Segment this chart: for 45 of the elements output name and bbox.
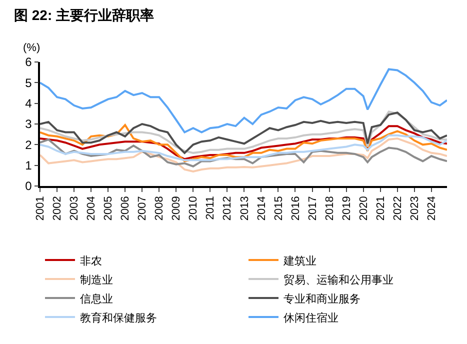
y-tick-label: 1	[25, 158, 32, 173]
legend-label: 休闲住宿业	[284, 311, 338, 324]
x-tick-label: 2010	[188, 196, 200, 221]
x-tick-label: 2017	[306, 196, 319, 221]
line-series	[40, 137, 447, 173]
x-tick-label: 2002	[52, 196, 64, 221]
x-tick-label: 2021	[374, 196, 387, 221]
x-tick-label: 2004	[86, 196, 98, 221]
x-tick-label: 2016	[290, 196, 302, 221]
y-tick-label: 2	[25, 138, 32, 152]
x-tick-label: 2001	[34, 196, 47, 221]
y-tick-label: 4	[25, 96, 32, 111]
x-tick-label: 2024	[426, 196, 438, 221]
x-tick-label: 2006	[120, 196, 132, 221]
x-tick-label: 2009	[170, 196, 183, 221]
x-tick-label: 2008	[154, 196, 166, 221]
legend-label: 非农	[80, 254, 102, 268]
line-series	[40, 134, 447, 162]
x-tick-label: 2020	[358, 196, 370, 221]
y-tick-label: 5	[25, 76, 32, 90]
chart-title: 图 22: 主要行业辞职率	[14, 7, 154, 24]
y-tick-label: 6	[25, 55, 32, 70]
x-tick-label: 2014	[256, 196, 268, 221]
line-series	[40, 68, 447, 134]
x-tick-label: 2012	[222, 196, 234, 221]
x-tick-label: 2003	[68, 196, 81, 221]
legend-label: 制造业	[80, 273, 113, 286]
x-tick-label: 2015	[272, 196, 285, 221]
x-tick-label: 2022	[392, 196, 404, 221]
legend-label: 专业和商业服务	[284, 292, 360, 306]
x-tick-label: 2013	[238, 196, 251, 221]
legend-label: 贸易、运输和公用事业	[284, 273, 394, 286]
x-tick-label: 2019	[340, 196, 353, 221]
x-tick-label: 2023	[408, 196, 421, 221]
x-tick-label: 2011	[204, 196, 217, 220]
y-axis-title: (%)	[23, 42, 40, 54]
y-tick-label: 3	[25, 117, 32, 132]
y-tick-label: 0	[25, 179, 32, 194]
legend-label: 教育和保健服务	[80, 311, 157, 324]
x-tick-label: 2005	[102, 196, 115, 221]
line-series	[40, 138, 447, 168]
x-tick-label: 2007	[136, 196, 149, 221]
x-tick-label: 2018	[324, 196, 336, 221]
legend-label: 信息业	[80, 292, 113, 306]
legend-label: 建筑业	[282, 254, 316, 268]
